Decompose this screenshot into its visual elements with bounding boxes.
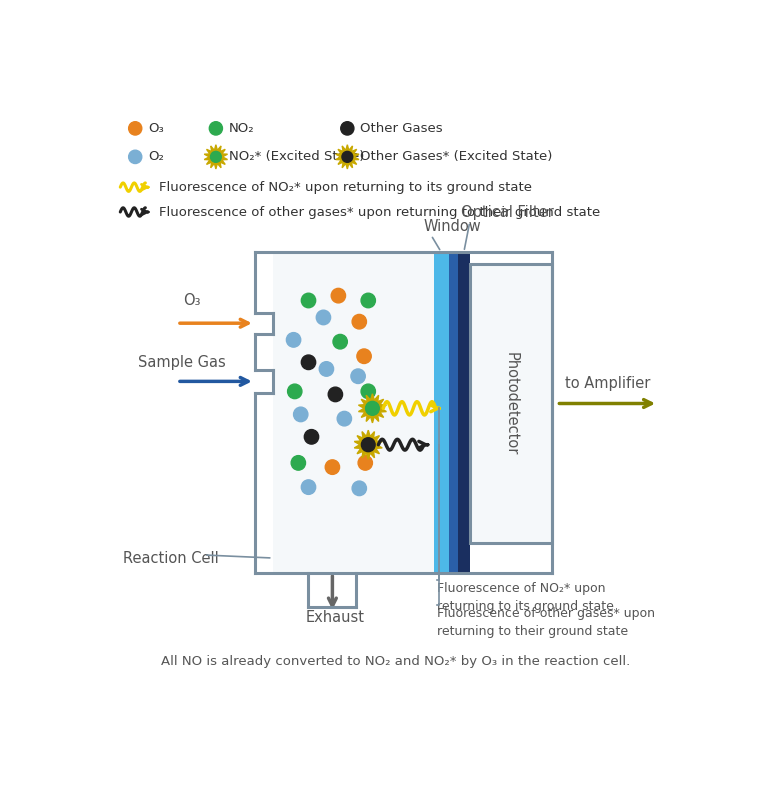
Circle shape: [361, 384, 375, 399]
Bar: [470, 264, 552, 543]
Circle shape: [305, 430, 318, 444]
Circle shape: [301, 294, 315, 308]
Text: Other Gases* (Excited State): Other Gases* (Excited State): [361, 150, 553, 164]
Circle shape: [129, 150, 142, 164]
Circle shape: [294, 407, 308, 422]
Bar: [434, 252, 449, 573]
Text: Reaction Cell: Reaction Cell: [123, 551, 219, 566]
Text: Fluorescence of other gases* upon returning to their ground state: Fluorescence of other gases* upon return…: [159, 205, 601, 219]
Circle shape: [365, 401, 379, 416]
Polygon shape: [335, 145, 359, 169]
Circle shape: [362, 438, 375, 452]
Circle shape: [291, 456, 305, 470]
Circle shape: [325, 460, 339, 475]
Circle shape: [337, 412, 352, 426]
Text: Sample Gas: Sample Gas: [138, 356, 226, 371]
Text: Optical Filter: Optical Filter: [461, 205, 554, 220]
Text: All NO is already converted to NO₂ and NO₂* by O₃ in the reaction cell.: All NO is already converted to NO₂ and N…: [160, 655, 630, 667]
Circle shape: [342, 151, 352, 162]
Text: Fluorescence of NO₂* upon returning to its ground state: Fluorescence of NO₂* upon returning to i…: [159, 181, 532, 194]
Circle shape: [301, 355, 315, 370]
Text: NO₂: NO₂: [229, 122, 254, 135]
Circle shape: [333, 334, 347, 349]
Circle shape: [316, 310, 331, 325]
Circle shape: [351, 369, 365, 383]
Circle shape: [341, 122, 354, 135]
Text: Fluorescence of NO₂* upon
returning to its ground state: Fluorescence of NO₂* upon returning to i…: [437, 582, 614, 612]
Text: O₂: O₂: [148, 150, 164, 164]
Polygon shape: [354, 430, 382, 460]
Circle shape: [357, 349, 371, 364]
Polygon shape: [204, 145, 227, 169]
Circle shape: [129, 122, 142, 135]
Circle shape: [358, 456, 372, 470]
Text: O₃: O₃: [183, 293, 200, 308]
Circle shape: [319, 362, 334, 376]
Bar: [458, 252, 470, 573]
Circle shape: [209, 122, 223, 135]
Circle shape: [352, 315, 366, 329]
Circle shape: [286, 333, 301, 347]
Text: Window: Window: [424, 219, 482, 234]
Circle shape: [352, 481, 366, 496]
Text: Exhaust: Exhaust: [305, 609, 365, 625]
Circle shape: [288, 384, 302, 399]
Text: to Amplifier: to Amplifier: [564, 376, 650, 391]
Text: NO₂* (Excited State): NO₂* (Excited State): [229, 150, 365, 164]
Circle shape: [301, 480, 315, 494]
Circle shape: [210, 151, 221, 162]
Circle shape: [361, 294, 375, 308]
Circle shape: [332, 288, 345, 303]
Bar: [449, 252, 458, 573]
Text: Photodetector: Photodetector: [503, 352, 518, 455]
Circle shape: [328, 387, 342, 401]
Polygon shape: [359, 394, 386, 423]
Text: Fluorescence of other gases* upon
returning to their ground state: Fluorescence of other gases* upon return…: [437, 607, 655, 637]
Text: O₃: O₃: [148, 122, 164, 135]
Bar: [273, 252, 434, 573]
Text: Other Gases: Other Gases: [361, 122, 443, 135]
